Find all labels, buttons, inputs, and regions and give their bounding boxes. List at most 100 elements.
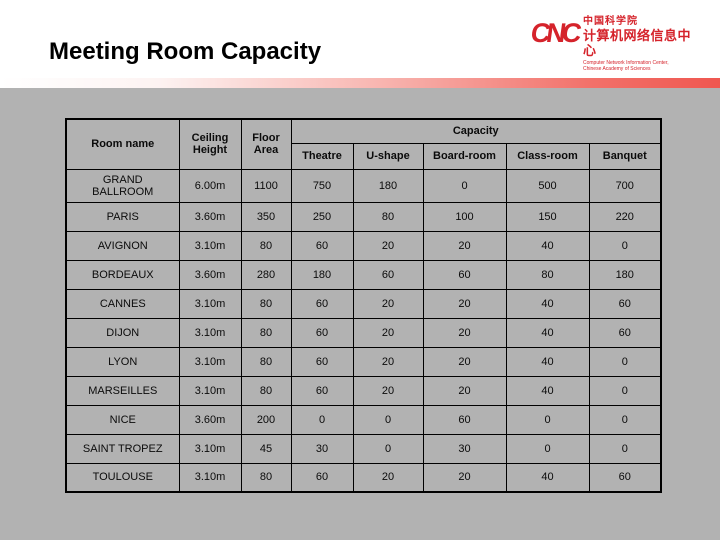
- value-cell: 80: [352, 201, 424, 232]
- value-cell: 180: [290, 259, 354, 290]
- header-capacity: Capacity: [290, 118, 662, 144]
- accent-gradient-bar: [0, 78, 720, 88]
- cnc-logo-icon: CNC: [528, 18, 580, 48]
- header-board-room: Board-room: [422, 142, 507, 170]
- value-cell: 350: [240, 201, 292, 232]
- value-cell: 80: [240, 317, 292, 348]
- value-cell: 750: [290, 168, 354, 203]
- header-ceiling-height: Ceiling Height: [178, 118, 242, 170]
- value-cell: 700: [588, 168, 662, 203]
- room-name-cell: SAINT TROPEZ: [65, 433, 180, 464]
- value-cell: 60: [422, 404, 507, 435]
- value-cell: 3.60m: [178, 201, 242, 232]
- value-cell: 30: [290, 433, 354, 464]
- value-cell: 3.60m: [178, 404, 242, 435]
- value-cell: 6.00m: [178, 168, 242, 203]
- value-cell: 3.10m: [178, 462, 242, 493]
- value-cell: 20: [422, 230, 507, 261]
- value-cell: 3.10m: [178, 433, 242, 464]
- table-row: GRAND BALLROOM 6.00m 1100 750 180 0 500 700: [65, 168, 662, 203]
- room-name-cell: PARIS: [65, 201, 180, 232]
- table-row: MARSEILLES 3.10m 80 60 20 20 40 0: [65, 375, 662, 406]
- value-cell: 180: [352, 168, 424, 203]
- value-cell: 80: [240, 288, 292, 319]
- value-cell: 220: [588, 201, 662, 232]
- value-cell: 20: [422, 462, 507, 493]
- value-cell: 20: [352, 462, 424, 493]
- value-cell: 0: [588, 404, 662, 435]
- value-cell: 250: [290, 201, 354, 232]
- value-cell: 0: [505, 404, 590, 435]
- table-body: GRAND BALLROOM 6.00m 1100 750 180 0 500 700 PARI…: [65, 168, 662, 493]
- value-cell: 20: [352, 317, 424, 348]
- meeting-room-table-wrap: Room name Ceiling Height Floor Area Capa…: [65, 118, 662, 493]
- value-cell: 40: [505, 346, 590, 377]
- meeting-room-table: Room name Ceiling Height Floor Area Capa…: [65, 118, 662, 493]
- value-cell: 40: [505, 375, 590, 406]
- value-cell: 20: [422, 317, 507, 348]
- value-cell: 80: [240, 375, 292, 406]
- value-cell: 0: [352, 404, 424, 435]
- room-name-cell: TOULOUSE: [65, 462, 180, 493]
- value-cell: 60: [588, 288, 662, 319]
- value-cell: 60: [290, 317, 354, 348]
- value-cell: 3.10m: [178, 346, 242, 377]
- value-cell: 60: [290, 288, 354, 319]
- room-name-cell: DIJON: [65, 317, 180, 348]
- value-cell: 40: [505, 462, 590, 493]
- value-cell: 30: [422, 433, 507, 464]
- table-row: SAINT TROPEZ 3.10m 45 30 0 30 0 0: [65, 433, 662, 464]
- value-cell: 0: [352, 433, 424, 464]
- value-cell: 0: [588, 230, 662, 261]
- value-cell: 0: [588, 346, 662, 377]
- value-cell: 20: [352, 375, 424, 406]
- value-cell: 60: [588, 462, 662, 493]
- table-row: NICE 3.60m 200 0 0 60 0 0: [65, 404, 662, 435]
- value-cell: 20: [352, 346, 424, 377]
- value-cell: 40: [505, 230, 590, 261]
- header-row-1: Room name Ceiling Height Floor Area Capa…: [65, 118, 662, 170]
- room-name-cell: NICE: [65, 404, 180, 435]
- logo-en-line1: Computer Network Information Center,: [583, 60, 669, 66]
- logo-en-line2: Chinese Academy of Sciences: [583, 66, 651, 72]
- page-title: Meeting Room Capacity: [49, 38, 322, 65]
- room-name-cell: LYON: [65, 346, 180, 377]
- table-row: DIJON 3.10m 80 60 20 20 40 60: [65, 317, 662, 348]
- room-name-cell: CANNES: [65, 288, 180, 319]
- value-cell: 3.10m: [178, 288, 242, 319]
- value-cell: 60: [352, 259, 424, 290]
- room-name-cell: AVIGNON: [65, 230, 180, 261]
- value-cell: 60: [290, 346, 354, 377]
- value-cell: 280: [240, 259, 292, 290]
- header-floor-area: Floor Area: [240, 118, 292, 170]
- room-name-cell: BORDEAUX: [65, 259, 180, 290]
- room-name-cell: GRAND BALLROOM: [65, 168, 180, 203]
- room-name-cell: MARSEILLES: [65, 375, 180, 406]
- header-room-name: Room name: [65, 118, 180, 170]
- header-row-2: Theatre U-shape Board-room Class-room Ba…: [66, 142, 662, 170]
- header-u-shape: U-shape: [352, 142, 424, 170]
- value-cell: 0: [505, 433, 590, 464]
- value-cell: 20: [352, 230, 424, 261]
- value-cell: 3.10m: [178, 230, 242, 261]
- value-cell: 3.10m: [178, 375, 242, 406]
- value-cell: 60: [422, 259, 507, 290]
- value-cell: 20: [422, 346, 507, 377]
- logo-cn-line2: 计算机网络信息中心: [583, 28, 692, 58]
- table-row: CANNES 3.10m 80 60 20 20 40 60: [65, 288, 662, 319]
- value-cell: 80: [505, 259, 590, 290]
- header-theatre: Theatre: [290, 142, 354, 170]
- value-cell: 0: [422, 168, 507, 203]
- value-cell: 40: [505, 317, 590, 348]
- value-cell: 80: [240, 230, 292, 261]
- value-cell: 60: [588, 317, 662, 348]
- value-cell: 60: [290, 230, 354, 261]
- value-cell: 100: [422, 201, 507, 232]
- header-banquet: Banquet: [588, 142, 662, 170]
- value-cell: 3.10m: [178, 317, 242, 348]
- table-row: LYON 3.10m 80 60 20 20 40 0: [65, 346, 662, 377]
- value-cell: 200: [240, 404, 292, 435]
- value-cell: 80: [240, 346, 292, 377]
- value-cell: 45: [240, 433, 292, 464]
